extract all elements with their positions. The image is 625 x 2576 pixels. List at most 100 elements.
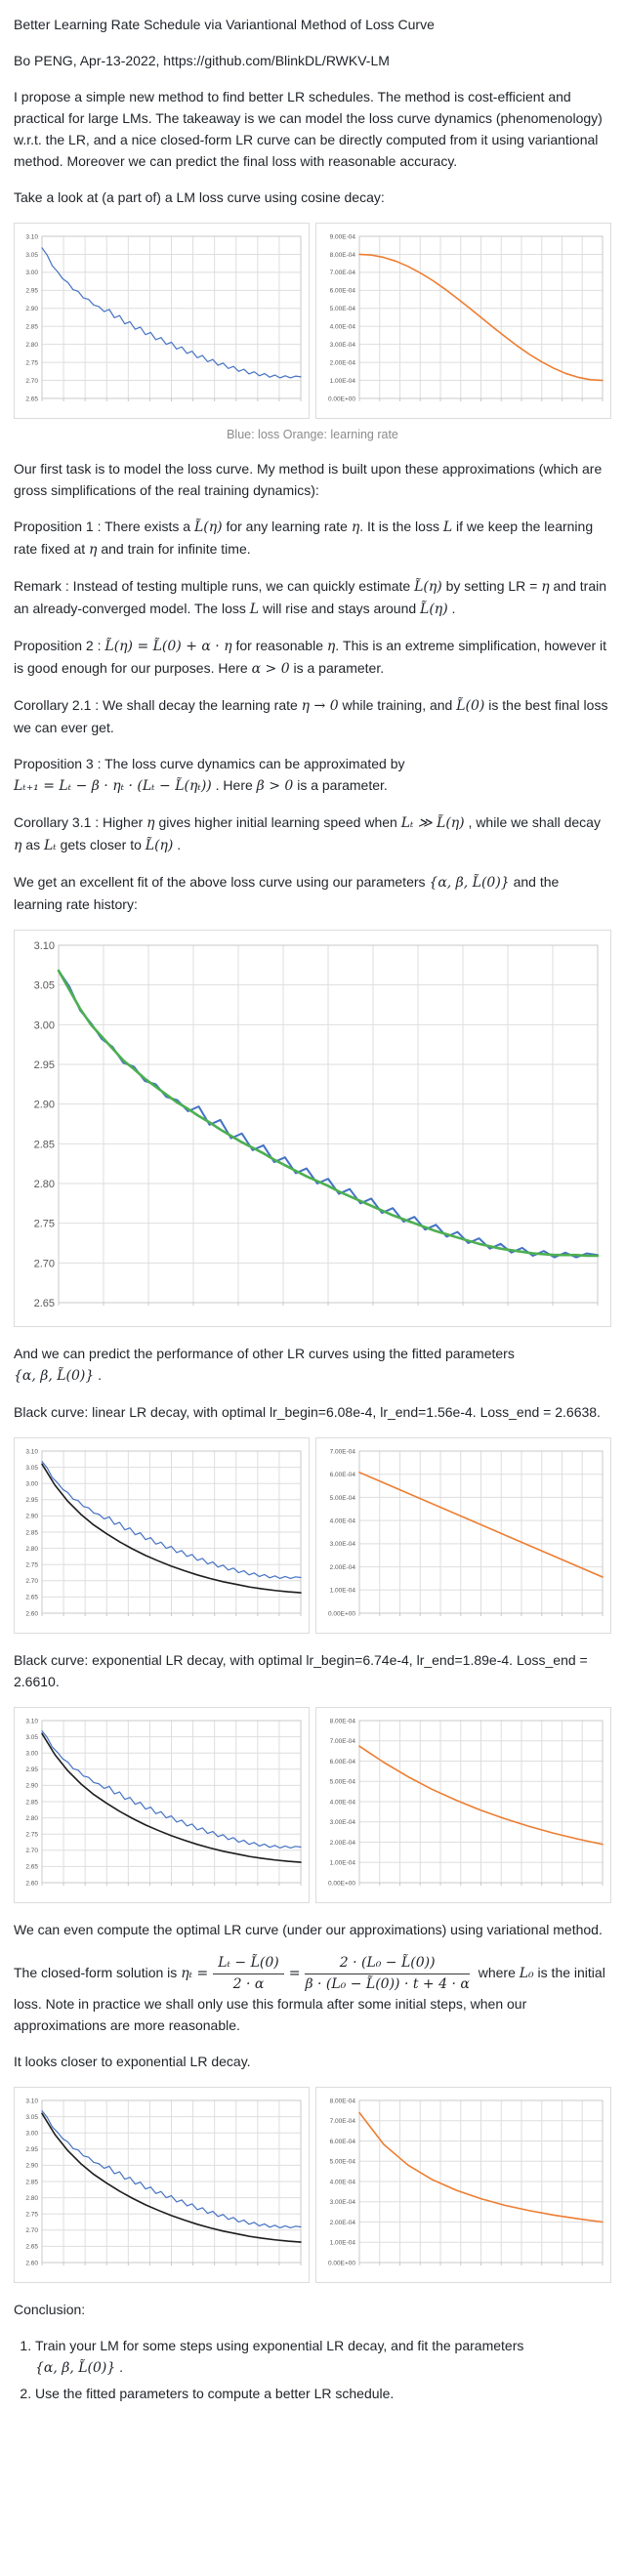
lr-exp-chart-panel: 8.00E-04 7.00E-04 6.00E-04 5.00E-04 4.00E-04…: [315, 1707, 611, 1903]
svg-text:2.00E-04: 2.00E-04: [330, 2220, 356, 2226]
svg-text:1.00E-04: 1.00E-04: [330, 2240, 356, 2247]
proposition-3: Proposition 3 : The loss curve dynamics …: [14, 756, 405, 794]
svg-text:6.00E-04: 6.00E-04: [330, 1472, 356, 1478]
svg-text:2.65: 2.65: [25, 1595, 38, 1601]
black-linear-paragraph: Black curve: linear LR decay, with optim…: [14, 1404, 601, 1420]
svg-text:1.00E-04: 1.00E-04: [330, 1588, 356, 1595]
predict-paragraph: And we can predict the performance of ot…: [14, 1346, 515, 1384]
svg-text:2.60: 2.60: [25, 1610, 38, 1617]
lr-cosine-chart: 9.00E-04 8.00E-04 7.00E-04 6.00E-04 5.00E-04…: [328, 233, 604, 402]
formula-fraction-1: Lₜ − L̃(0) 2 · α: [213, 1955, 284, 1993]
svg-text:2.70: 2.70: [25, 1578, 38, 1585]
svg-text:3.05: 3.05: [25, 2114, 38, 2121]
svg-text:4.00E-04: 4.00E-04: [330, 324, 356, 331]
svg-text:2.70: 2.70: [25, 2227, 38, 2234]
svg-text:3.05: 3.05: [34, 980, 55, 992]
formula-l0: L₀: [519, 1966, 534, 1982]
svg-text:2.65: 2.65: [25, 1864, 38, 1871]
svg-text:3.00E-04: 3.00E-04: [330, 1819, 356, 1826]
svg-text:1.00E-04: 1.00E-04: [330, 1860, 356, 1867]
black-exp-paragraph: Black curve: exponential LR decay, with …: [14, 1652, 588, 1689]
svg-text:3.10: 3.10: [25, 233, 38, 240]
fit-paragraph: We get an excellent fit of the above los…: [14, 874, 560, 912]
svg-text:2.90: 2.90: [34, 1100, 55, 1111]
svg-text:2.75: 2.75: [25, 1832, 38, 1839]
lr-optimal-chart-panel: 8.00E-04 7.00E-04 6.00E-04 5.00E-04 4.00E-04…: [315, 2087, 611, 2283]
svg-text:2.00E-04: 2.00E-04: [330, 1564, 356, 1571]
svg-text:5.00E-04: 5.00E-04: [330, 1779, 356, 1786]
svg-text:2.00E-04: 2.00E-04: [330, 359, 356, 366]
byline: Bo PENG, Apr-13-2022, https://github.com…: [14, 53, 390, 68]
svg-text:2.85: 2.85: [25, 2179, 38, 2185]
svg-text:7.00E-04: 7.00E-04: [330, 2118, 356, 2125]
document-body: Better Learning Rate Schedule via Varian…: [0, 0, 625, 2444]
svg-text:0.00E+00: 0.00E+00: [328, 1610, 355, 1617]
conclusion-heading: Conclusion:: [14, 2302, 86, 2317]
svg-text:6.00E-04: 6.00E-04: [330, 288, 356, 295]
svg-text:2.85: 2.85: [25, 1529, 38, 1536]
svg-text:0.00E+00: 0.00E+00: [328, 395, 355, 402]
svg-text:3.10: 3.10: [25, 1448, 38, 1455]
loss-vs-optimal-pred-chart-panel: 3.10 3.05 3.00 2.95 2.90 2.85 2.80 2.75 2.70 2.65…: [14, 2087, 310, 2283]
svg-text:3.05: 3.05: [25, 1465, 38, 1472]
lr-exp-chart: 8.00E-04 7.00E-04 6.00E-04 5.00E-04 4.00E-04…: [328, 1718, 604, 1887]
svg-text:0.00E+00: 0.00E+00: [328, 1880, 355, 1887]
svg-text:3.05: 3.05: [25, 252, 38, 259]
svg-text:2.75: 2.75: [25, 2212, 38, 2219]
closed-form-formula: The closed-form solution is ηₜ = Lₜ − L̃(…: [14, 1955, 611, 2036]
svg-text:5.00E-04: 5.00E-04: [330, 2159, 356, 2166]
svg-text:3.10: 3.10: [25, 2098, 38, 2104]
svg-text:3.10: 3.10: [25, 1718, 38, 1724]
svg-text:7.00E-04: 7.00E-04: [330, 1448, 356, 1455]
svg-text:8.00E-04: 8.00E-04: [330, 252, 356, 259]
remark: Remark : Instead of testing multiple run…: [14, 578, 607, 617]
svg-text:4.00E-04: 4.00E-04: [330, 1517, 356, 1524]
svg-text:1.00E-04: 1.00E-04: [330, 378, 356, 385]
svg-text:3.00E-04: 3.00E-04: [330, 2199, 356, 2206]
lr-linear-chart: 7.00E-04 6.00E-04 5.00E-04 4.00E-04 3.00E-04…: [328, 1448, 604, 1617]
svg-text:2.90: 2.90: [25, 2163, 38, 2170]
svg-text:2.95: 2.95: [25, 1766, 38, 1773]
svg-text:2.75: 2.75: [25, 359, 38, 366]
svg-text:4.00E-04: 4.00E-04: [330, 1799, 356, 1806]
figure-fit-overlay: 3.10 3.05 3.00 2.95 2.90 2.85 2.80 2.75 2.70 2.65: [14, 930, 611, 1327]
figure-linear-decay: 3.10 3.05 3.00 2.95 2.90 2.85 2.80 2.75 2.70 2.65…: [14, 1437, 611, 1634]
svg-text:3.00E-04: 3.00E-04: [330, 1541, 356, 1548]
fit-overlay-chart: 3.10 3.05 3.00 2.95 2.90 2.85 2.80 2.75 2.70 2.65: [34, 940, 600, 1309]
loss-cosine-chart-panel: 3.10 3.05 3.00 2.95 2.90 2.85 2.80 2.75 2.70 2.65: [14, 223, 310, 419]
svg-text:6.00E-04: 6.00E-04: [330, 2139, 356, 2145]
page-title: Better Learning Rate Schedule via Varian…: [14, 17, 435, 32]
proposition-2: Proposition 2 : L̃(η) = L̃(0) + α · η fo…: [14, 638, 607, 677]
formula-outro: is the initial loss. Note in practice we…: [14, 1965, 605, 2033]
svg-text:2.90: 2.90: [25, 1783, 38, 1790]
svg-text:3.05: 3.05: [25, 1734, 38, 1741]
svg-text:2.80: 2.80: [25, 2195, 38, 2202]
svg-text:2.60: 2.60: [25, 2260, 38, 2266]
svg-text:3.00: 3.00: [25, 1481, 38, 1488]
conclusion-item-2: Use the fitted parameters to compute a b…: [35, 2383, 611, 2404]
svg-text:0.00E+00: 0.00E+00: [328, 2260, 355, 2266]
conclusion-list: Train your LM for some steps using expon…: [14, 2335, 611, 2404]
svg-text:5.00E-04: 5.00E-04: [330, 1495, 356, 1502]
svg-text:4.00E-04: 4.00E-04: [330, 2179, 356, 2185]
svg-text:2.95: 2.95: [25, 2146, 38, 2153]
intro-paragraph: I propose a simple new method to find be…: [14, 89, 603, 169]
svg-text:2.80: 2.80: [25, 342, 38, 349]
svg-text:3.00E-04: 3.00E-04: [330, 342, 356, 349]
figure-exp-decay: 3.10 3.05 3.00 2.95 2.90 2.85 2.80 2.75 2.70 2.65…: [14, 1707, 611, 1903]
svg-text:2.00E-04: 2.00E-04: [330, 1840, 356, 1847]
svg-text:2.80: 2.80: [25, 1815, 38, 1822]
loss-vs-optimal-pred-chart: 3.10 3.05 3.00 2.95 2.90 2.85 2.80 2.75 2.70 2.65…: [25, 2098, 302, 2266]
lr-cosine-chart-panel: 9.00E-04 8.00E-04 7.00E-04 6.00E-04 5.00E-04…: [315, 223, 611, 419]
figure-cosine-run: 3.10 3.05 3.00 2.95 2.90 2.85 2.80 2.75 2.70 2.65…: [14, 223, 611, 442]
svg-text:2.90: 2.90: [25, 306, 38, 312]
optimal-paragraph: We can even compute the optimal LR curve…: [14, 1922, 603, 1937]
formula-lhs: ηₜ =: [181, 1966, 209, 1982]
svg-text:3.00: 3.00: [25, 1751, 38, 1758]
svg-text:2.85: 2.85: [25, 1799, 38, 1806]
svg-text:6.00E-04: 6.00E-04: [330, 1759, 356, 1766]
svg-text:7.00E-04: 7.00E-04: [330, 1738, 356, 1745]
svg-text:2.85: 2.85: [25, 324, 38, 331]
corollary-3-1: Corollary 3.1 : Higher η gives higher in…: [14, 814, 601, 853]
svg-text:9.00E-04: 9.00E-04: [330, 233, 356, 240]
